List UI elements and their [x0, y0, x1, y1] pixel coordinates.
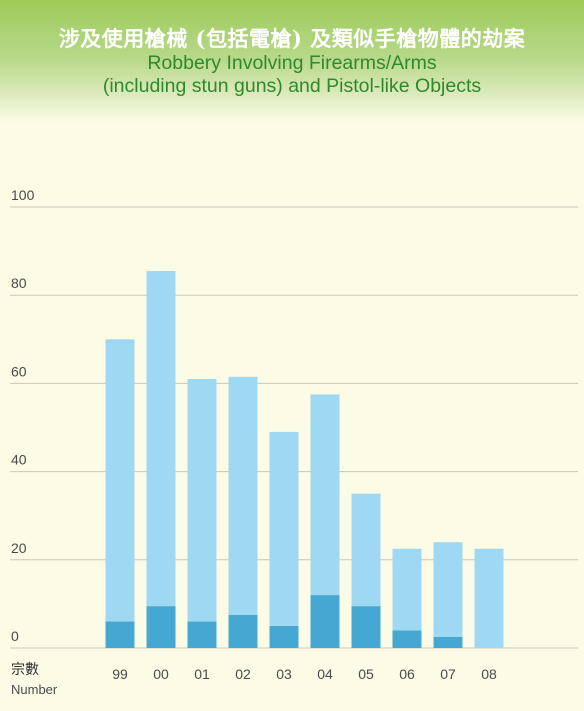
bar-segment-light — [474, 548, 504, 648]
bar-segment-dark — [228, 614, 258, 648]
chart-title-chinese: 涉及使用槍械 (包括電槍) 及類似手槍物體的劫案 — [58, 26, 526, 51]
x-tick-label: 07 — [440, 666, 456, 682]
y-axis-unit-english: Number — [11, 682, 58, 697]
y-tick-label: 40 — [11, 452, 27, 468]
bar-segment-dark — [392, 630, 422, 648]
y-tick-label: 0 — [11, 628, 19, 644]
x-tick-label: 05 — [358, 666, 374, 682]
bar-segment-dark — [433, 636, 463, 648]
bar-segment-light — [310, 394, 340, 596]
chart-title-english-line2: (including stun guns) and Pistol-like Ob… — [102, 75, 482, 97]
x-tick-label: 03 — [276, 666, 292, 682]
y-axis-ticks: 0 20 40 60 80 100 — [11, 187, 35, 644]
x-tick-label: 06 — [399, 666, 415, 682]
bar-segment-dark — [105, 621, 135, 648]
y-tick-label: 60 — [11, 363, 27, 379]
y-tick-label: 80 — [11, 275, 27, 291]
bar-segment-light — [105, 339, 135, 622]
x-tick-label: 00 — [153, 666, 169, 682]
x-tick-label: 04 — [317, 666, 333, 682]
bar-segment-light — [146, 270, 176, 607]
chart-title-english-line1: Robbery Involving Firearms/Arms — [147, 52, 437, 74]
x-tick-label: 08 — [481, 666, 497, 682]
bar-segment-dark — [269, 625, 299, 648]
bar-segment-dark — [310, 595, 340, 648]
bar-segment-light — [392, 548, 422, 631]
bar-segment-dark — [187, 621, 217, 648]
x-axis-ticks: 99 00 01 02 03 04 05 06 07 08 — [112, 666, 497, 682]
bar-segment-light — [228, 376, 258, 615]
bar-segment-dark — [146, 606, 176, 648]
x-tick-label: 02 — [235, 666, 251, 682]
y-tick-label: 100 — [11, 187, 35, 203]
x-tick-label: 99 — [112, 666, 128, 682]
chart-title-english: Robbery Involving Firearms/Arms (includi… — [0, 52, 584, 98]
bars — [105, 270, 504, 648]
bar-segment-dark — [351, 606, 381, 648]
bar-segment-light — [351, 493, 381, 607]
x-tick-label: 01 — [194, 666, 210, 682]
y-tick-label: 20 — [11, 540, 27, 556]
bar-segment-light — [269, 431, 299, 626]
bar-segment-light — [187, 378, 217, 622]
chart-header: 涉及使用槍械 (包括電槍) 及類似手槍物體的劫案 Robbery Involvi… — [0, 0, 584, 122]
bar-segment-light — [433, 542, 463, 637]
y-axis-unit-chinese: 宗數 — [11, 662, 39, 678]
